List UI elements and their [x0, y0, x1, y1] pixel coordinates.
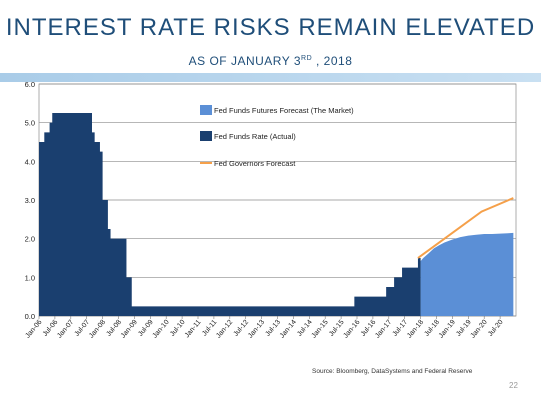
x-tick-label: Jan-12	[215, 319, 234, 340]
market-forecast-area	[420, 232, 514, 316]
x-tick-label: Jan-06	[24, 319, 43, 340]
x-tick-label: Jan-19	[438, 319, 457, 340]
legend-label: Fed Funds Rate (Actual)	[214, 132, 296, 141]
y-tick-label: 6.0	[25, 80, 35, 89]
y-tick-label: 4.0	[25, 157, 35, 166]
legend-label: Fed Governors Forecast	[214, 159, 296, 168]
x-tick-label: Jan-08	[88, 319, 107, 340]
subtitle-main: AS OF JANUARY 3	[188, 54, 302, 68]
page-number: 22	[509, 381, 518, 390]
slide-subtitle: AS OF JANUARY 3RD , 2018	[0, 54, 541, 68]
source-note: Source: Bloomberg, DataSystems and Feder…	[312, 368, 473, 375]
x-tick-label: Jan-20	[470, 319, 489, 340]
x-tick-label: Jan-07	[56, 319, 75, 340]
legend-label: Fed Funds Futures Forecast (The Market)	[214, 106, 354, 115]
y-tick-label: 5.0	[25, 119, 35, 128]
y-tick-label: 1.0	[25, 273, 35, 282]
legend-swatch	[200, 105, 212, 115]
x-tick-label: Jul-20	[487, 319, 505, 338]
governors-forecast-line	[417, 197, 514, 259]
x-tick-label: Jan-14	[279, 319, 298, 340]
subtitle-year: , 2018	[312, 54, 353, 68]
x-tick-label: Jan-10	[152, 319, 171, 340]
rate-chart: 0.01.02.03.04.05.06.0Jan-06Jul-06Jan-07J…	[24, 80, 517, 340]
y-tick-label: 3.0	[25, 196, 35, 205]
y-tick-label: 2.0	[25, 235, 35, 244]
subtitle-superscript: RD	[301, 55, 313, 62]
x-tick-label: Jan-15	[311, 319, 330, 340]
x-tick-label: Jan-18	[406, 319, 425, 340]
x-tick-label: Jan-17	[374, 319, 393, 340]
x-tick-label: Jan-16	[342, 319, 361, 340]
x-tick-label: Jan-11	[184, 319, 203, 340]
x-tick-label: Jan-13	[247, 319, 266, 340]
slide-title: INTEREST RATE RISKS REMAIN ELEVATED	[5, 14, 536, 41]
actual-rate-area	[39, 113, 421, 316]
header-band	[0, 73, 541, 82]
x-tick-label: Jan-09	[120, 319, 139, 340]
legend-swatch	[200, 131, 212, 141]
y-tick-label: 0.0	[25, 312, 35, 321]
